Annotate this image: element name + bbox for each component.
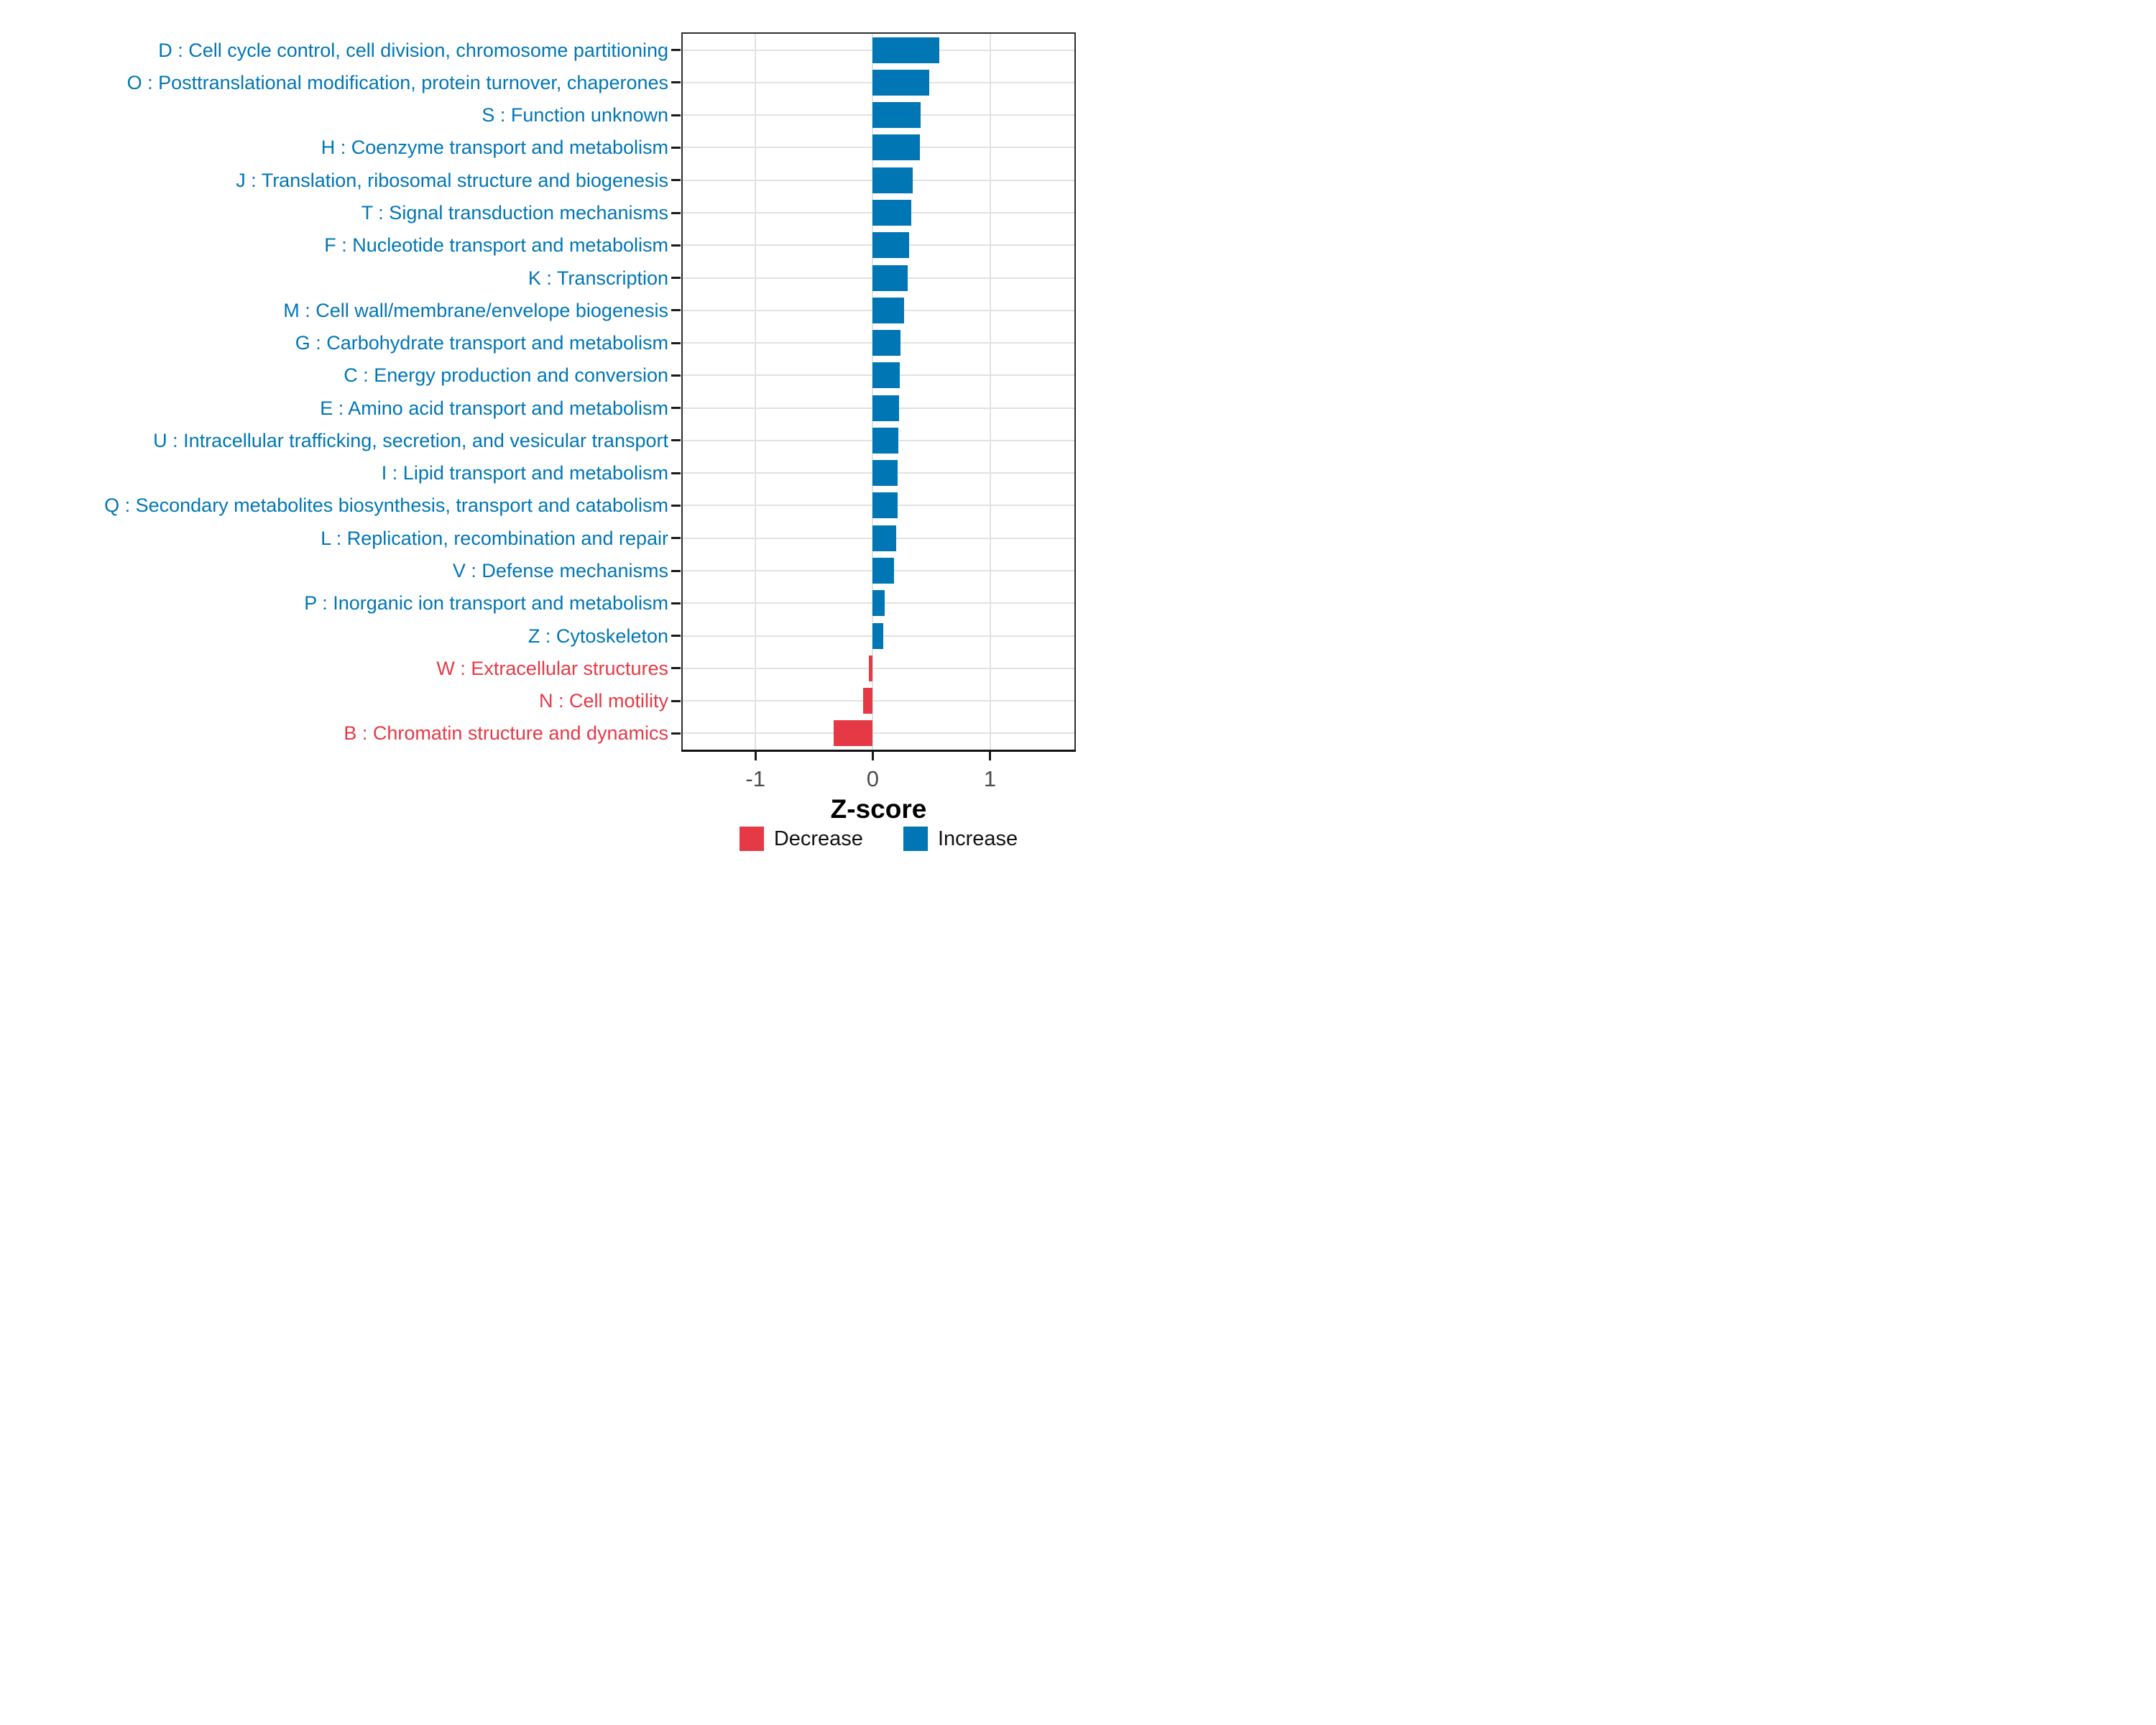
y-axis-tick: [671, 244, 681, 247]
x-axis-tick: [871, 751, 874, 760]
bar-W: [869, 655, 873, 681]
y-label-O: O : Posttranslational modification, prot…: [126, 71, 668, 93]
y-axis-tick: [671, 602, 681, 604]
y-axis-tick: [671, 407, 681, 410]
y-label-S: S : Function unknown: [482, 104, 668, 126]
x-axis-title: Z-score: [830, 794, 927, 824]
y-label-F: F : Nucleotide transport and metabolism: [324, 234, 668, 257]
y-label-Z: Z : Cytoskeleton: [528, 625, 668, 647]
x-axis-tick: [754, 751, 757, 760]
bar-chart-figure: D : Cell cycle control, cell division, c…: [0, 0, 1078, 862]
legend-label-decrease: Decrease: [773, 827, 863, 850]
y-label-E: E : Amino acid transport and metabolism: [320, 397, 668, 419]
bar-D: [872, 37, 940, 63]
y-label-B: B : Chromatin structure and dynamics: [344, 722, 668, 745]
bar-L: [872, 525, 896, 551]
bar-I: [872, 460, 898, 487]
y-axis-tick: [671, 309, 681, 312]
bar-G: [872, 330, 900, 356]
v-gridline-0: [872, 34, 874, 750]
y-axis-tick: [671, 635, 681, 638]
bar-Z: [872, 622, 883, 649]
y-axis-tick: [671, 569, 681, 572]
y-label-T: T : Signal transduction mechanisms: [361, 202, 668, 224]
bar-P: [872, 590, 885, 617]
legend: Decrease Increase: [681, 827, 1076, 851]
bar-E: [872, 395, 900, 421]
y-axis-labels: D : Cell cycle control, cell division, c…: [0, 0, 668, 862]
y-axis-tick: [671, 114, 681, 116]
h-gridline: [683, 667, 1074, 669]
y-axis-tick: [671, 537, 681, 540]
bar-U: [872, 427, 899, 454]
y-axis-tick: [671, 667, 681, 670]
x-tick-label: 0: [866, 766, 879, 791]
y-label-W: W : Extracellular structures: [436, 657, 668, 679]
x-tick-label: -1: [745, 766, 765, 791]
bar-J: [872, 167, 913, 193]
y-axis-tick: [671, 146, 681, 149]
plot-panel: [671, 32, 1076, 752]
x-tick-label: 1: [983, 766, 997, 791]
y-axis-tick: [671, 439, 681, 442]
x-axis-line: [681, 750, 1076, 752]
y-label-Q: Q : Secondary metabolites biosynthesis, …: [104, 494, 668, 517]
y-axis-tick: [671, 699, 681, 702]
h-gridline: [683, 700, 1074, 702]
y-label-C: C : Energy production and conversion: [344, 364, 668, 387]
y-label-M: M : Cell wall/membrane/envelope biogenes…: [283, 299, 668, 321]
v-gridline-1: [989, 34, 991, 750]
y-label-L: L : Replication, recombination and repai…: [321, 527, 668, 549]
legend-entry-decrease: Decrease: [739, 827, 863, 851]
y-axis-tick: [671, 179, 681, 182]
y-axis-tick: [671, 211, 681, 214]
bar-C: [872, 362, 900, 389]
bar-K: [872, 264, 908, 291]
bar-F: [872, 232, 909, 259]
v-gridline--1: [755, 34, 757, 750]
y-axis-tick: [671, 504, 681, 507]
bar-Q: [872, 492, 898, 519]
bar-H: [872, 134, 920, 161]
y-axis-tick: [671, 277, 681, 280]
y-axis-tick: [671, 81, 681, 84]
y-label-N: N : Cell motility: [538, 690, 668, 712]
bar-T: [872, 200, 912, 226]
legend-swatch-decrease: [739, 827, 764, 851]
y-label-G: G : Carbohydrate transport and metabolis…: [295, 332, 668, 354]
y-label-P: P : Inorganic ion transport and metaboli…: [304, 592, 668, 615]
x-axis-tick: [989, 751, 991, 760]
y-label-H: H : Coenzyme transport and metabolism: [321, 137, 668, 159]
y-label-J: J : Translation, ribosomal structure and…: [236, 169, 668, 191]
legend-label-increase: Increase: [937, 827, 1018, 850]
legend-swatch-increase: [903, 827, 928, 851]
y-axis-tick: [671, 49, 681, 52]
y-label-K: K : Transcription: [528, 267, 668, 289]
y-label-V: V : Defense mechanisms: [452, 560, 668, 581]
bar-V: [872, 558, 894, 584]
y-axis-tick: [671, 341, 681, 344]
bar-O: [872, 69, 929, 96]
y-label-U: U : Intracellular trafficking, secretion…: [153, 429, 668, 451]
y-axis-tick: [671, 472, 681, 474]
y-label-D: D : Cell cycle control, cell division, c…: [158, 39, 668, 61]
y-axis-tick: [671, 732, 681, 735]
y-label-I: I : Lipid transport and metabolism: [381, 462, 668, 484]
bar-B: [834, 720, 873, 747]
bar-S: [872, 102, 921, 129]
h-gridline: [683, 732, 1074, 735]
legend-entry-increase: Increase: [903, 827, 1018, 851]
bar-M: [872, 297, 905, 323]
bar-N: [863, 688, 873, 714]
y-axis-tick: [671, 374, 681, 377]
